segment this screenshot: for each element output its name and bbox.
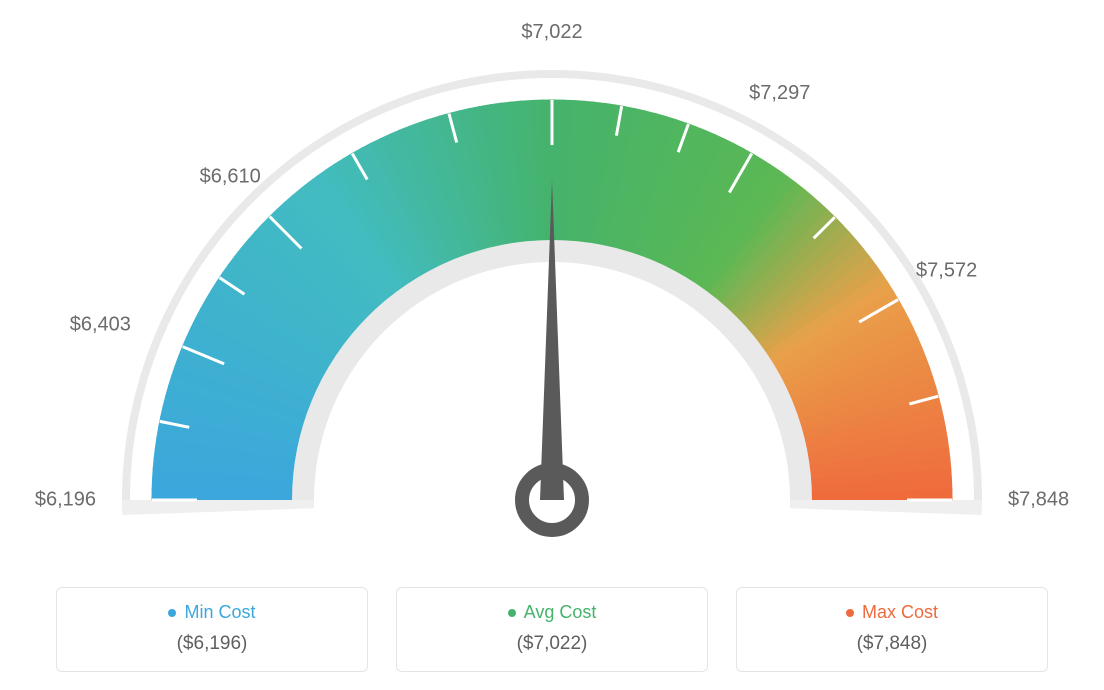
chart-container: $6,196 $6,403 $6,610 $7,022 $7,297 $7,572 $7,8…	[0, 0, 1104, 690]
legend-value-max: ($7,848)	[737, 633, 1047, 655]
legend-title-text: Max Cost	[862, 602, 938, 623]
dot-icon	[508, 609, 516, 617]
legend-title-avg: Avg Cost	[508, 602, 597, 623]
legend-title-text: Min Cost	[184, 602, 255, 623]
legend-title-max: Max Cost	[846, 602, 938, 623]
dot-icon	[846, 609, 854, 617]
tick-label: $7,848	[1008, 489, 1069, 512]
legend-value-avg: ($7,022)	[397, 633, 707, 655]
legend-card-avg: Avg Cost ($7,022)	[396, 587, 708, 672]
tick-label: $7,022	[521, 21, 582, 44]
legend-title-min: Min Cost	[168, 602, 255, 623]
tick-label: $7,572	[916, 260, 977, 283]
legend-card-max: Max Cost ($7,848)	[736, 587, 1048, 672]
legend-value-min: ($6,196)	[57, 633, 367, 655]
dot-icon	[168, 609, 176, 617]
tick-label: $6,403	[70, 314, 131, 337]
tick-label: $6,196	[35, 489, 96, 512]
legend-row: Min Cost ($6,196) Avg Cost ($7,022) Max …	[0, 587, 1104, 672]
legend-title-text: Avg Cost	[524, 602, 597, 623]
tick-label: $6,610	[200, 165, 261, 188]
gauge-chart: $6,196 $6,403 $6,610 $7,022 $7,297 $7,572 $7,8…	[0, 0, 1104, 560]
tick-label: $7,297	[749, 82, 810, 105]
legend-card-min: Min Cost ($6,196)	[56, 587, 368, 672]
